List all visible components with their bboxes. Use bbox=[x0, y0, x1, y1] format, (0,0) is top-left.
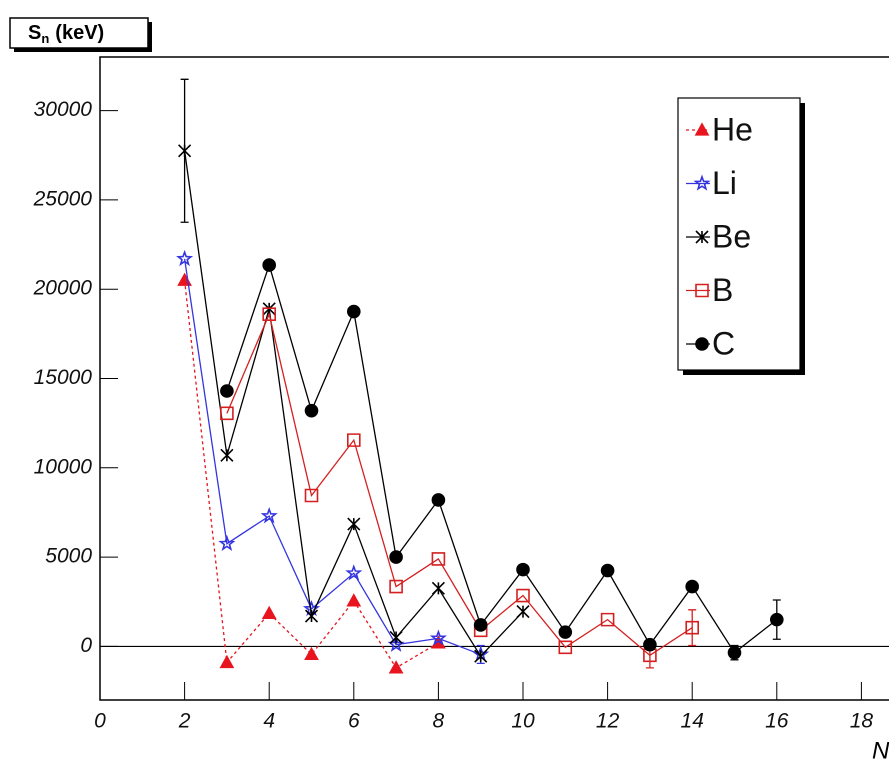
marker bbox=[431, 552, 446, 566]
x-tick-label: 0 bbox=[94, 710, 106, 733]
marker bbox=[685, 620, 699, 635]
marker bbox=[389, 579, 403, 594]
marker bbox=[178, 144, 192, 158]
y-tick-label: 5000 bbox=[45, 545, 92, 568]
marker bbox=[643, 637, 657, 652]
x-tick-label: 2 bbox=[178, 710, 191, 733]
y-label-subscript: n bbox=[41, 31, 49, 46]
marker bbox=[727, 645, 742, 660]
marker bbox=[516, 562, 530, 577]
series-line bbox=[226, 312, 693, 657]
marker bbox=[516, 588, 530, 603]
marker bbox=[558, 640, 573, 655]
marker bbox=[219, 654, 235, 669]
marker bbox=[304, 403, 319, 418]
marker bbox=[685, 579, 700, 594]
marker bbox=[693, 174, 711, 191]
marker bbox=[429, 629, 447, 646]
marker bbox=[262, 258, 277, 272]
legend-label: Be bbox=[712, 218, 751, 254]
legend-label: He bbox=[712, 111, 753, 147]
marker bbox=[558, 625, 573, 639]
marker bbox=[695, 283, 709, 298]
y-tick-label: 10000 bbox=[34, 455, 93, 478]
marker bbox=[261, 605, 277, 619]
legend-label: Li bbox=[712, 165, 737, 201]
marker bbox=[474, 649, 488, 663]
marker bbox=[347, 517, 361, 531]
y-label-box bbox=[9, 17, 149, 49]
legend-label: C bbox=[712, 325, 735, 361]
marker bbox=[473, 618, 488, 632]
x-tick-label: 16 bbox=[765, 710, 789, 733]
marker bbox=[600, 612, 615, 627]
marker bbox=[346, 593, 362, 607]
x-tick-label: 6 bbox=[348, 710, 360, 733]
marker bbox=[304, 646, 319, 661]
y-label-symbol: S bbox=[28, 22, 41, 44]
marker bbox=[220, 384, 234, 398]
y-tick-label: 25000 bbox=[33, 187, 93, 210]
x-tick-label: 18 bbox=[850, 710, 874, 733]
x-tick-label: 12 bbox=[596, 710, 620, 733]
legend: He Li Be BC bbox=[677, 97, 805, 375]
marker bbox=[770, 612, 784, 627]
marker bbox=[600, 563, 615, 578]
marker bbox=[389, 550, 403, 564]
x-tick-label: 14 bbox=[681, 710, 704, 733]
plot-frame bbox=[99, 56, 889, 701]
y-label-unit: (keV) bbox=[55, 22, 104, 44]
marker bbox=[694, 122, 710, 136]
error-bar bbox=[688, 609, 697, 647]
series-line bbox=[183, 150, 524, 658]
marker bbox=[218, 534, 236, 552]
marker bbox=[389, 630, 403, 645]
y-tick-label: 0 bbox=[80, 634, 92, 657]
x-axis-label: N bbox=[872, 737, 889, 764]
legend-label: B bbox=[712, 272, 733, 308]
marker bbox=[220, 406, 234, 421]
y-axis-label: Sn (keV) bbox=[28, 22, 104, 46]
y-tick-label: 20000 bbox=[33, 277, 93, 300]
marker bbox=[516, 605, 530, 619]
marker bbox=[220, 448, 234, 462]
marker bbox=[347, 433, 361, 447]
series-line bbox=[183, 258, 481, 656]
marker bbox=[304, 488, 319, 503]
series-line bbox=[226, 262, 778, 654]
marker bbox=[304, 609, 319, 623]
marker bbox=[262, 307, 276, 321]
marker bbox=[431, 581, 445, 595]
x-tick-label: 10 bbox=[511, 710, 535, 733]
y-tick-label: 30000 bbox=[34, 98, 93, 121]
marker bbox=[431, 493, 446, 507]
marker bbox=[388, 660, 404, 674]
marker bbox=[260, 507, 278, 524]
marker bbox=[695, 230, 709, 244]
marker bbox=[347, 304, 361, 319]
x-tick-label: 8 bbox=[433, 710, 445, 733]
marker bbox=[695, 337, 709, 351]
marker bbox=[176, 249, 194, 267]
x-tick-label: 4 bbox=[263, 710, 275, 733]
marker bbox=[345, 564, 363, 581]
y-tick-label: 15000 bbox=[34, 366, 93, 389]
